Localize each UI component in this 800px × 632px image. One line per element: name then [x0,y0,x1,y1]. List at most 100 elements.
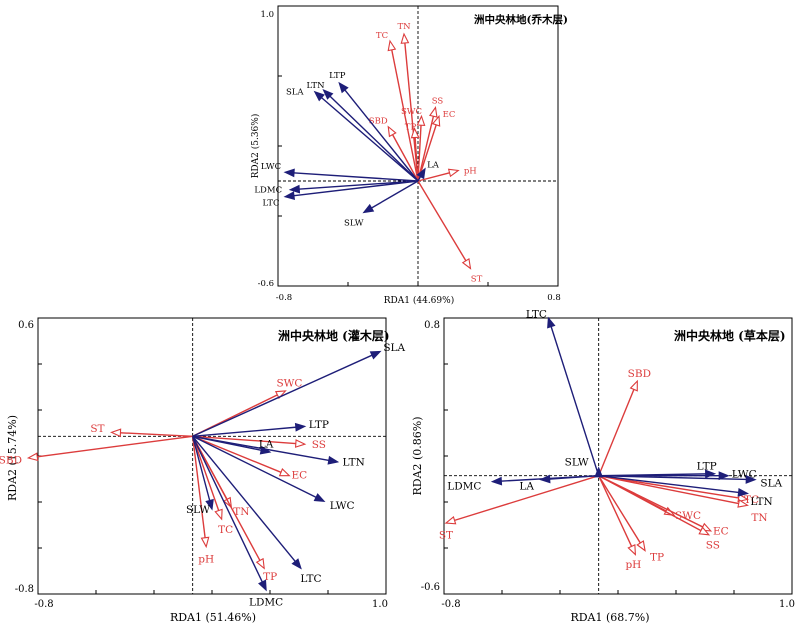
x-tick-max: 1.0 [779,599,795,610]
env-arrow-st [417,180,472,270]
trait-label-ltc: LTC [300,573,321,585]
trait-arrow-slw [191,436,214,511]
env-label-sbd: SBD [0,455,22,467]
x-tick-min: -0.8 [34,599,53,610]
env-label-swc: SWC [401,107,422,117]
panel-title: 洲中央林地(乔木层) [474,13,568,26]
y-tick-max: 0.6 [18,320,34,331]
env-label-tn: TN [397,22,411,32]
env-label-ss: SS [706,540,720,552]
env-label-swc: SWC [276,378,302,390]
env-arrow-ss [192,435,307,448]
trait-label-ltn: LTN [306,81,325,91]
y-tick-min: -0.6 [421,582,440,593]
panel-shrub-layer: 洲中央林地 (灌木层) RDA1 (51.46%) RDA2 (15.74%) … [0,317,405,624]
trait-label-sla: SLA [760,477,782,489]
env-label-tp: TP [263,571,277,583]
env-arrow-st [444,475,599,525]
env-arrow-swc [416,114,426,182]
trait-label-la: LA [519,480,534,492]
env-label-tc: TC [376,31,388,41]
trait-label-ltp: LTP [309,419,329,431]
env-label-tn: TN [751,512,767,524]
env-label-ss: SS [312,439,326,451]
trait-label-ltp: LTP [697,460,717,472]
trait-label-slw: SLW [565,457,589,469]
env-label-ss: SS [432,96,444,106]
x-axis-title: RDA1 (51.46%) [170,611,256,624]
env-label-st: ST [90,423,104,435]
env-label-tn: TN [233,506,249,518]
trait-arrow-ltc [192,435,302,570]
trait-arrow-lwc [192,435,326,502]
env-label-st: ST [439,530,453,542]
y-axis-title: RDA2 (15.74%) [6,415,19,501]
trait-label-ldmc: LDMC [447,480,481,492]
x-tick-max: 1.0 [372,599,388,610]
env-label-ec: EC [713,526,729,538]
x-axis-title: RDA1 (44.69%) [384,295,454,306]
env-label-ph: pH [625,559,641,571]
env-arrow-tp [410,127,420,182]
env-arrow-ph [191,436,210,549]
trait-label-slw: SLW [344,218,364,228]
env-arrow-sbd [26,435,193,462]
trait-arrow-ltc [547,316,600,476]
trait-arrow-sla [313,90,419,182]
panel-herb-layer: 洲中央林地 (草本层) RDA1 (68.7%) RDA2 (0.86%) -0… [411,309,795,624]
env-label-sbd: SBD [628,368,651,380]
trait-label-ltc: LTC [526,309,547,321]
trait-label-ltc: LTC [262,199,279,209]
panel-tree-layer: 洲中央林地(乔木层) RDA1 (44.69%) RDA2 (5.36%) -0… [250,5,568,306]
trait-arrow-ltp [192,422,307,437]
x-tick-min: -0.8 [441,599,460,610]
y-tick-min: -0.6 [258,279,274,289]
trait-label-ldmc: LDMC [249,597,283,609]
env-arrow-ss [598,475,711,536]
plot-frame [443,317,793,595]
trait-label-sla: SLA [383,342,405,354]
trait-label-ldmc: LDMC [254,186,282,196]
y-tick-max: 1.0 [260,10,274,20]
env-arrow-sbd [387,125,419,182]
env-label-ec: EC [291,469,307,481]
y-tick-max: 0.8 [424,320,440,331]
env-arrow-sbd [598,379,638,476]
trait-label-la: LA [259,439,274,451]
env-label-tp: TP [650,551,664,563]
y-tick-min: -0.8 [15,584,34,595]
env-arrow-tc [192,436,223,521]
x-tick-max: 0.8 [547,293,561,303]
trait-label-ltp: LTP [329,71,346,81]
env-arrow-st [109,428,193,438]
env-arrow-ph [598,475,637,556]
trait-label-ltn: LTN [343,457,365,469]
x-axis-title: RDA1 (68.7%) [570,611,649,624]
trait-label-la: LA [427,161,440,171]
trait-arrow-ltc [283,180,419,201]
trait-arrow-ltn [192,435,340,465]
trait-arrow-ldmc [192,435,267,592]
env-arrow-tn [598,475,749,508]
trait-arrow-sla [598,475,757,484]
env-arrow-tp [192,435,265,570]
panel-title: 洲中央林地 (灌木层) [278,328,390,343]
env-arrow-ph [417,168,460,182]
trait-label-lwc: LWC [330,500,355,512]
trait-arrow-lwc [283,168,419,182]
x-tick-min: -0.8 [276,293,292,303]
env-label-swc: SWC [675,510,701,522]
trait-arrow-slw [362,180,419,214]
y-axis-title: RDA2 (5.36%) [250,114,261,179]
env-arrow-ec [192,435,291,477]
trait-arrow-ltp [338,81,419,182]
trait-arrow-ldmc [288,180,419,194]
trait-arrow-la [416,167,426,182]
env-label-ec: EC [443,110,456,120]
env-arrow-tc [387,39,419,182]
trait-arrow-ltn [322,88,419,182]
env-arrow-tp [598,475,646,552]
trait-label-ltn: LTN [750,496,772,508]
env-label-st: ST [471,274,483,284]
